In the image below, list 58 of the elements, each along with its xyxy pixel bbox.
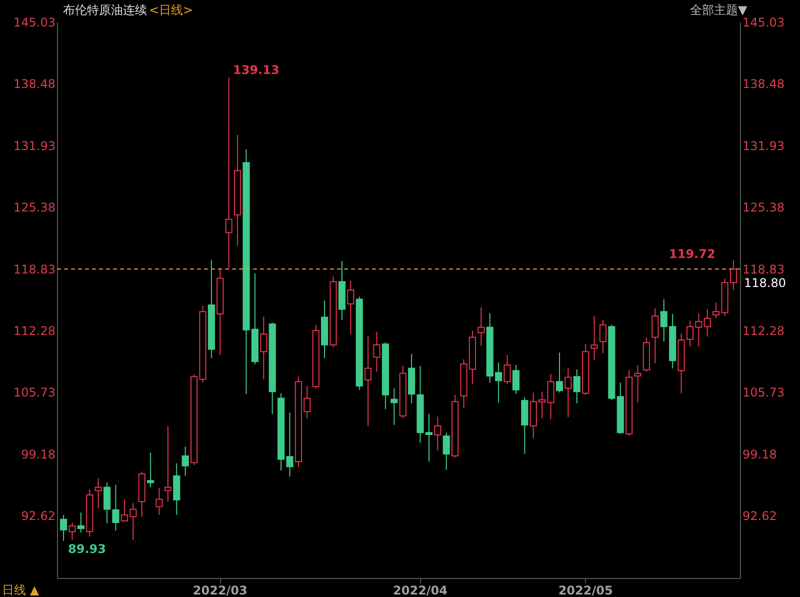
x-tick-label: 2022/03 — [192, 584, 248, 597]
chart-subtitle: <日线> — [149, 3, 194, 17]
candlestick — [347, 280, 354, 334]
candlestick — [442, 432, 450, 470]
candlestick — [112, 484, 120, 532]
candlestick — [164, 425, 172, 502]
candlestick — [652, 308, 659, 364]
candlestick — [103, 482, 111, 524]
annotation: 139.13 — [233, 63, 280, 77]
y-tick-label: 105.73 — [14, 386, 56, 400]
y2-tick-label: 99.18 — [742, 447, 777, 462]
candlestick — [504, 354, 511, 384]
annotation: 119.72 — [669, 247, 716, 261]
candlestick — [634, 364, 642, 404]
y-tick-label: 145.03 — [14, 16, 56, 30]
y2-tick-label: 105.73 — [742, 386, 784, 400]
candlestick — [156, 488, 163, 516]
candlestick — [364, 335, 372, 426]
ref-line-label: 118.80 — [744, 276, 786, 290]
y-tick-label: 125.38 — [14, 200, 56, 215]
candlestick — [590, 315, 598, 360]
candlestick — [146, 452, 154, 488]
text: 日线 ▲ — [2, 583, 40, 597]
candlestick — [704, 308, 711, 338]
x-tick-label: 2022/05 — [558, 584, 613, 597]
candlestick — [225, 77, 232, 269]
candlestick — [478, 306, 485, 346]
candlestick — [68, 522, 76, 540]
y2-tick-label: 92.62 — [742, 509, 777, 524]
candlestick — [512, 364, 520, 394]
candlestick — [94, 478, 102, 509]
y2-tick-label: 138.48 — [742, 77, 784, 92]
candlestick — [556, 352, 564, 393]
annotation: 89.93 — [68, 542, 106, 556]
candlestick — [373, 331, 380, 372]
y2-tick-label: 131.93 — [742, 138, 784, 153]
y-tick-label: 92.62 — [21, 509, 56, 524]
x-tick-label: 2022/04 — [393, 584, 448, 597]
chart-title: 布伦特原油连续 — [63, 3, 147, 17]
y2-tick-label: 145.03 — [742, 16, 784, 30]
y2-tick-label: 125.38 — [742, 200, 784, 215]
y-tick-label: 99.18 — [21, 447, 56, 462]
y-tick-label: 131.93 — [14, 138, 56, 153]
text: 全部主题▼ — [690, 3, 748, 17]
y-tick-label: 112.28 — [14, 324, 56, 338]
y2-tick-label: 118.83 — [742, 262, 784, 276]
candlestick — [564, 368, 572, 418]
y2-tick-label: 112.28 — [742, 324, 784, 338]
candlestick — [260, 316, 268, 380]
candlestick — [434, 416, 442, 452]
candlestick — [573, 368, 580, 404]
candlestick — [182, 446, 189, 476]
candlestick — [599, 319, 607, 354]
y-tick-label: 118.83 — [14, 262, 56, 276]
y-tick-label: 138.48 — [14, 77, 56, 92]
candlestick — [390, 388, 398, 426]
candlestick — [60, 514, 68, 542]
candlestick — [77, 512, 84, 534]
